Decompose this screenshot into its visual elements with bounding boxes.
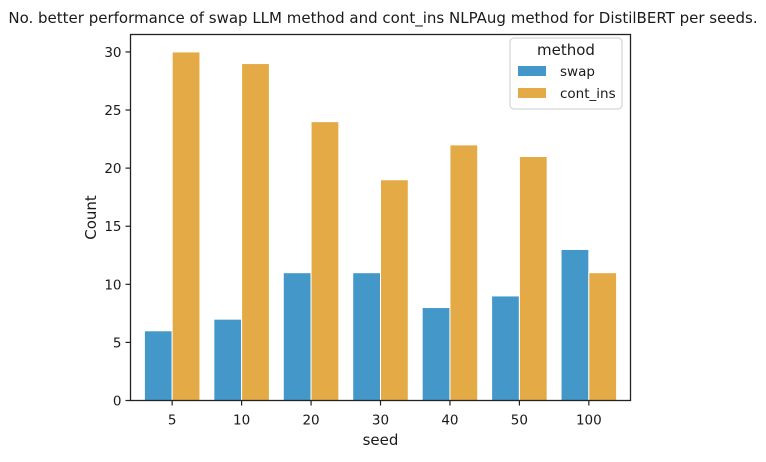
y-tick-label: 20: [104, 161, 121, 177]
x-axis-title: seed: [363, 431, 399, 449]
legend-label-swap: swap: [560, 64, 595, 80]
bar-swap-40: [421, 307, 451, 401]
x-axis: 5 10 20 30 40 50 100: [168, 400, 602, 429]
y-axis: 0 5 10 15 20 25 30: [104, 45, 131, 410]
bar-swap-20: [282, 272, 312, 402]
bar-swap-30: [352, 272, 382, 402]
x-tick-label: 40: [441, 413, 458, 429]
x-tick-label: 20: [302, 413, 319, 429]
bar-swap-5: [143, 330, 173, 401]
legend-swatch-cont_ins: [518, 88, 546, 98]
y-tick-label: 25: [104, 103, 121, 119]
chart-title: No. better performance of swap LLM metho…: [8, 9, 757, 28]
bars-layer: [143, 51, 618, 402]
y-tick-label: 0: [113, 394, 122, 410]
legend-title: method: [537, 41, 595, 59]
bar-cont_ins-100: [588, 272, 618, 402]
legend-swatch-swap: [518, 66, 546, 76]
x-tick-label: 30: [372, 413, 389, 429]
y-tick-label: 5: [113, 335, 122, 351]
bar-cont_ins-40: [449, 144, 479, 401]
bar-swap-100: [560, 248, 590, 401]
x-tick-label: 10: [233, 413, 250, 429]
bar-cont_ins-5: [171, 51, 201, 402]
y-tick-label: 10: [104, 277, 121, 293]
legend-label-cont_ins: cont_ins: [560, 86, 616, 102]
x-tick-label: 100: [576, 413, 602, 429]
bar-cont_ins-20: [310, 121, 340, 402]
legend: method swap cont_ins: [509, 37, 623, 110]
bar-swap-10: [213, 318, 243, 401]
y-tick-label: 30: [104, 45, 121, 61]
x-tick-label: 50: [511, 413, 528, 429]
y-tick-label: 15: [104, 219, 121, 235]
bar-cont_ins-30: [380, 179, 409, 401]
y-axis-title: Count: [82, 195, 100, 240]
bar-swap-50: [491, 295, 520, 401]
x-tick-label: 5: [168, 413, 177, 429]
bar-cont_ins-50: [518, 156, 548, 401]
bar-cont_ins-10: [241, 63, 270, 402]
legend-items: swap cont_ins: [518, 64, 616, 102]
